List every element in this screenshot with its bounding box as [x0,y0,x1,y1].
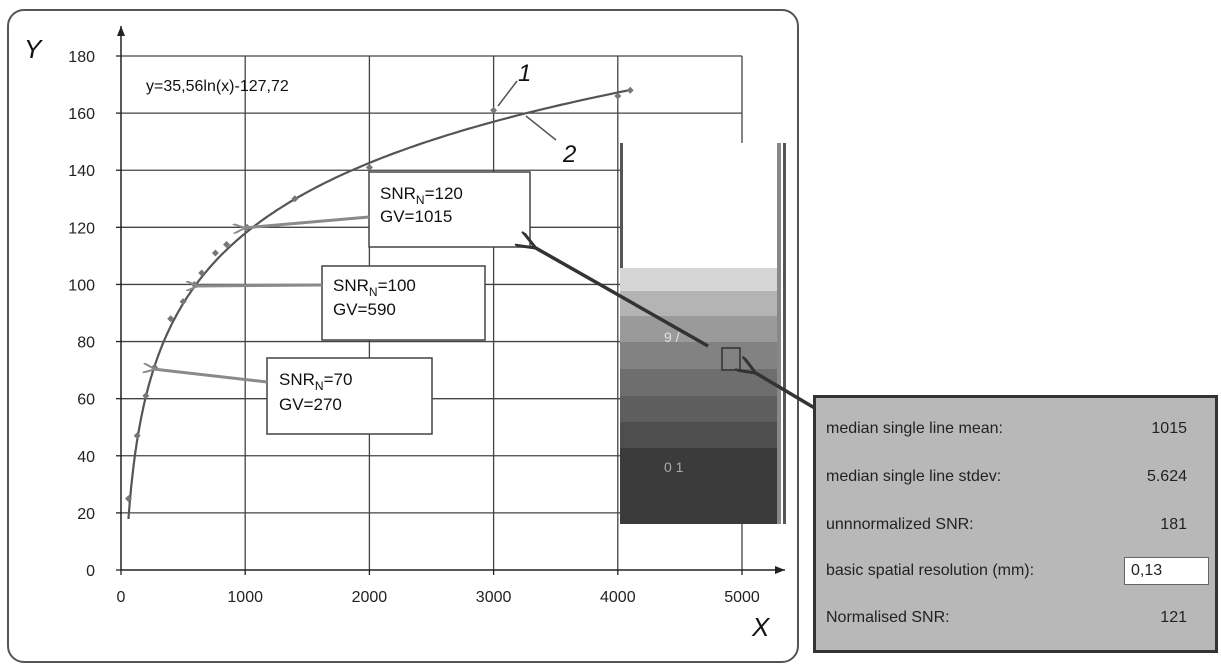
data-point-15 [626,86,634,94]
readout-label-resolution: basic spatial resolution (mm): [826,562,1035,579]
data-point-9 [223,240,231,248]
callout-arrow-snr100 [196,285,323,286]
resolution-input[interactable]: 0,13 [1124,557,1209,585]
data-point-5 [179,298,187,306]
readout-value-unnormalized-snr: 181 [1160,516,1187,533]
svg-text:SNRN=100: SNRN=100 [333,276,416,299]
callout-snr70-sub: N [315,379,324,393]
y-tick-label-60: 60 [77,392,95,409]
inset-label-top: 9 / [664,329,680,345]
y-tick-label-180: 180 [68,49,95,66]
x-tick-label-2000: 2000 [352,589,388,606]
ticks: 0 20 40 60 80 100 120 140 160 180 0 1000 2000 3000 400… [68,49,760,606]
readout-panel: median single line mean: 1015 median sin… [813,395,1218,653]
x-tick-label-4000: 4000 [600,589,636,606]
y-tick-label-80: 80 [77,335,95,352]
data-point-11 [291,195,299,203]
data-point-7 [198,269,206,277]
svg-text:SNRN=70: SNRN=70 [279,370,352,393]
data-point-1 [133,432,141,440]
readout-row-normalised-snr: Normalised SNR: 121 [826,601,1207,635]
x-axis-label: X [751,612,771,642]
marker-1-leader [497,80,518,107]
inset-image: 9 / 0 1 [620,143,786,524]
callout-snr100: SNRN=100 GV=590 [321,265,486,341]
x-tick-label-3000: 3000 [476,589,512,606]
data-point-14 [614,92,622,100]
callout-arrow-snr70 [153,369,268,384]
axes [117,26,785,574]
readout-value-stdev: 5.624 [1146,468,1187,485]
callout-snr70-label: SNR [279,370,315,389]
x-tick-label-1000: 1000 [227,589,263,606]
data-point-2 [142,392,150,400]
callout-snr120-sub: N [416,193,425,207]
y-axis-label: Y [24,34,43,64]
readout-row-resolution: basic spatial resolution (mm): 0,13 [826,554,1209,588]
readout-label-normalised-snr: Normalised SNR: [826,609,950,626]
y-tick-label-0: 0 [86,563,95,580]
pointer-arrow-roi-to-callout [534,247,709,348]
inset-label-bottom: 0 1 [664,459,684,475]
callout-snr70-value: =70 [324,370,353,389]
fit-equation: y=35,56ln(x)-127,72 [146,78,289,95]
readout-value-mean: 1015 [1151,420,1187,437]
readout-row-mean: median single line mean: 1015 [826,412,1207,446]
marker-2-leader [525,115,557,141]
callout-snr120-value: =120 [425,184,463,203]
callout-snr100-value: =100 [378,276,416,295]
readout-label-stdev: median single line stdev: [826,468,1002,485]
data-point-13 [490,106,498,114]
x-axis-arrowhead [775,566,785,574]
callout-snr100-gv: GV=590 [333,300,396,319]
callout-snr70: SNRN=70 GV=270 [266,357,433,435]
marker-1-label: 1 [518,60,531,87]
data-point-12 [365,163,373,171]
y-axis-arrowhead [117,26,125,36]
x-tick-label-0: 0 [117,589,126,606]
callout-snr100-label: SNR [333,276,369,295]
y-tick-label-140: 140 [68,163,95,180]
readout-row-unnormalized-snr: unnnormalized SNR: 181 [826,508,1207,542]
svg-text:SNRN=120: SNRN=120 [380,184,463,207]
y-tick-label-100: 100 [68,277,95,294]
data-point-8 [211,249,219,257]
y-tick-label-120: 120 [68,220,95,237]
callout-snr120: SNRN=120 GV=1015 [368,171,531,248]
pointer-arrow-panel-to-roi [754,372,819,412]
readout-row-stdev: median single line stdev: 5.624 [826,460,1207,494]
callout-snr120-gv: GV=1015 [380,207,452,226]
y-tick-label-160: 160 [68,106,95,123]
readout-label-mean: median single line mean: [826,420,1003,437]
callout-snr70-gv: GV=270 [279,395,342,414]
callout-snr120-label: SNR [380,184,416,203]
data-point-0 [124,495,132,503]
callout-snr100-sub: N [369,285,378,299]
callout-arrow-snr120 [243,215,370,228]
y-tick-label-40: 40 [77,449,95,466]
readout-label-unnormalized-snr: unnnormalized SNR: [826,516,974,533]
data-point-4 [167,315,175,323]
x-tick-label-5000: 5000 [724,589,760,606]
y-tick-label-20: 20 [77,506,95,523]
readout-value-normalised-snr: 121 [1160,609,1187,626]
marker-2-label: 2 [562,141,576,168]
